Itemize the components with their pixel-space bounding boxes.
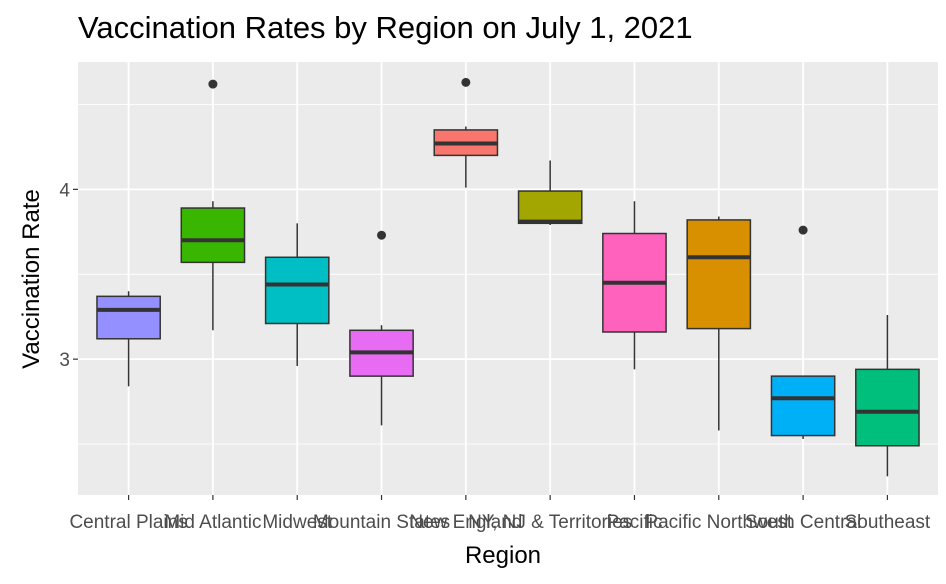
- box-1: [180, 79, 246, 331]
- box-iqr: [96, 295, 161, 340]
- box-iqr: [264, 256, 330, 325]
- box-9: [855, 315, 920, 477]
- box-iqr: [855, 368, 920, 447]
- x-tick-label: New England: [409, 512, 522, 533]
- box-8: [770, 225, 836, 439]
- x-tick-label: Pacific: [606, 512, 662, 533]
- box-2: [264, 223, 330, 366]
- box-iqr: [770, 375, 836, 437]
- box-5: [517, 160, 583, 226]
- x-tick-label: NY, NJ & Territories: [468, 512, 632, 533]
- y-tick-label: 4: [59, 180, 70, 201]
- box-iqr: [517, 190, 583, 225]
- box-iqr: [686, 219, 752, 330]
- outlier-point: [208, 79, 218, 89]
- box-iqr: [180, 207, 246, 264]
- y-axis-title: Vaccination Rate: [18, 189, 45, 369]
- x-tick-label: Midwest: [262, 512, 332, 533]
- chart-title: Vaccination Rates by Region on July 1, 2…: [78, 10, 693, 45]
- y-tick-label: 3: [59, 350, 70, 371]
- box-6: [602, 201, 667, 370]
- box-3: [349, 230, 414, 426]
- box-7: [686, 216, 752, 431]
- outlier-point: [461, 77, 471, 87]
- x-tick-label: Mid Atlantic: [164, 512, 261, 533]
- boxes: [96, 77, 920, 477]
- box-0: [96, 291, 161, 387]
- outlier-point: [798, 225, 808, 235]
- x-tick-label: Southeast: [845, 512, 931, 533]
- box-4: [433, 77, 499, 188]
- outlier-point: [377, 230, 387, 240]
- x-tick-label: South Central: [745, 512, 861, 533]
- x-tick-label: Mountain States: [313, 512, 450, 533]
- x-tick-label: Pacific Northwest: [645, 512, 792, 533]
- x-tick-label: Central Plains: [69, 512, 187, 533]
- x-axis-title: Region: [465, 542, 541, 569]
